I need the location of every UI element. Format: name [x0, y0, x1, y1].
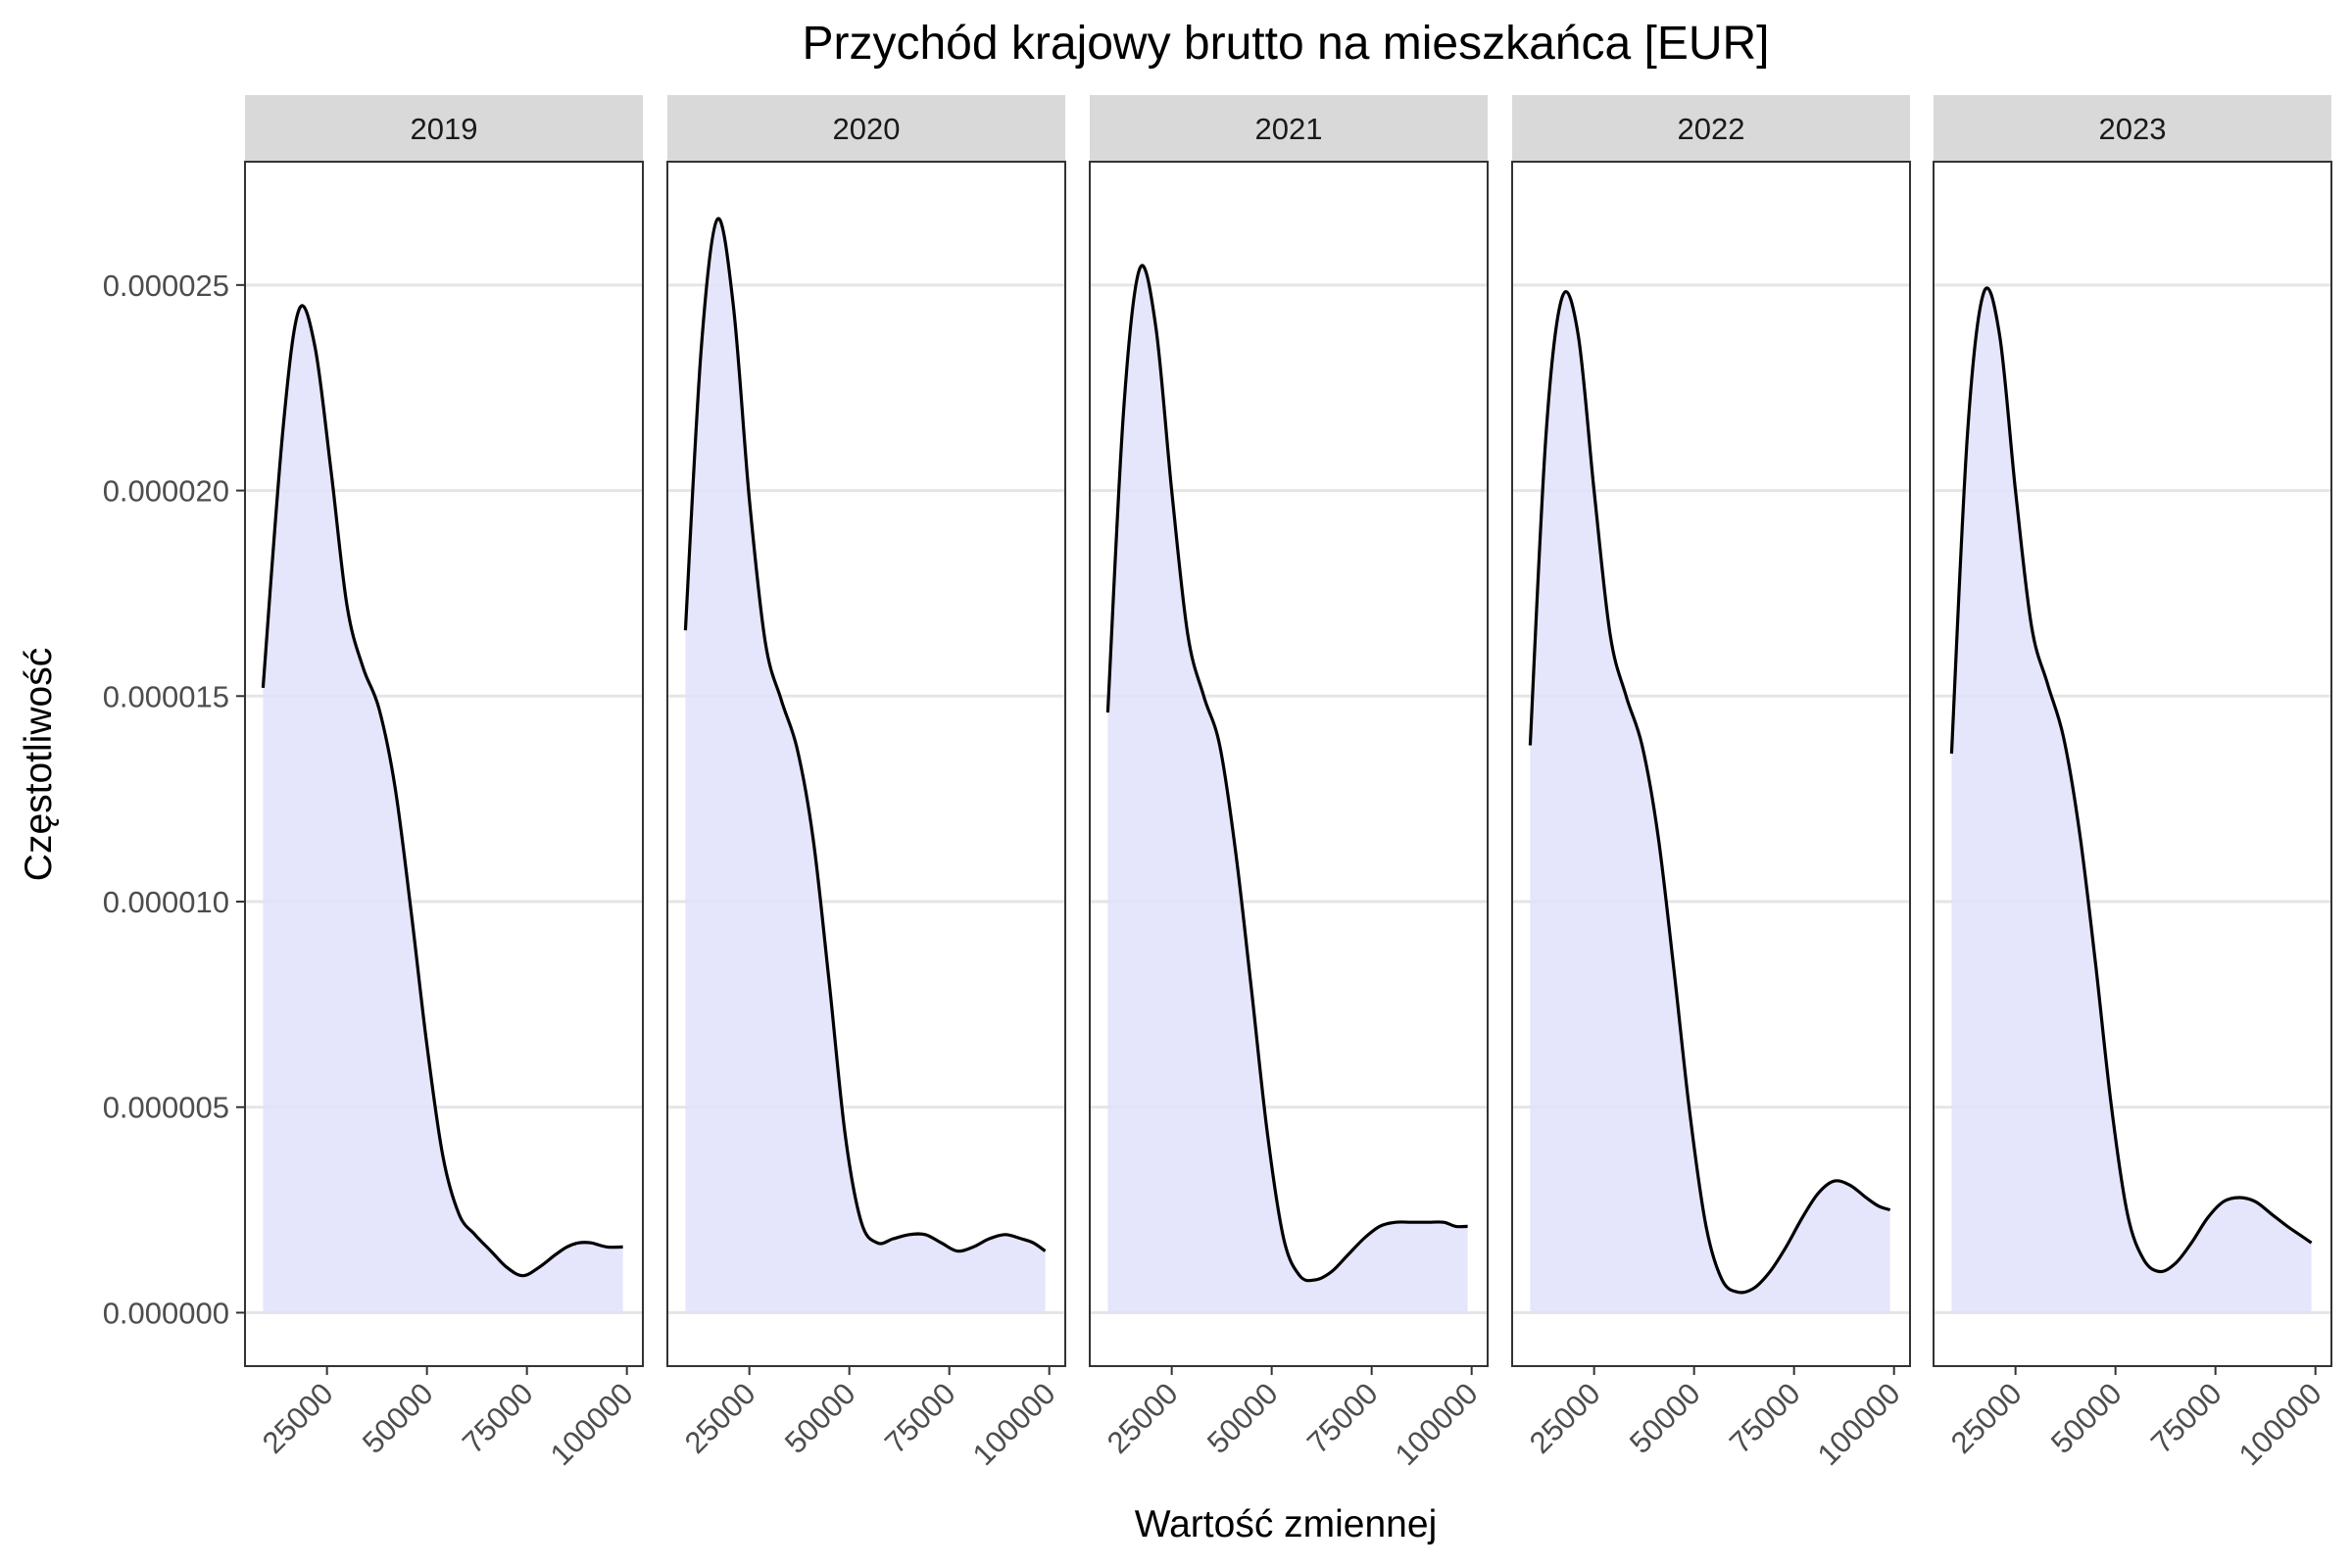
density-line [1105, 264, 1468, 1283]
density-line [683, 217, 1047, 1253]
density-area [1107, 265, 1468, 1313]
density-area [1951, 287, 2312, 1313]
density-line [1528, 290, 1891, 1295]
facet-strip-label: 2019 [411, 112, 478, 146]
y-tick-label: 0.000020 [103, 474, 229, 509]
facet-strip-label: 2022 [1678, 112, 1745, 146]
facet-strip-label: 2021 [1255, 112, 1323, 146]
facet-strip [245, 95, 643, 162]
density-area [263, 305, 623, 1313]
density-line [1949, 286, 2313, 1274]
y-axis: 0.000000 0.000005 0.000010 0.000015 0.000020… [103, 269, 245, 1330]
y-tick-label: 0.000010 [103, 885, 229, 919]
density-line [261, 304, 623, 1278]
y-tick-label: 0.000025 [103, 269, 229, 303]
y-tick-label: 0.000000 [103, 1296, 229, 1330]
x-axis-title: Wartość zmiennej [1135, 1503, 1437, 1545]
panel-border [244, 161, 644, 1367]
facet-strip-label: 2023 [2099, 112, 2167, 146]
chart-title: Przychód krajowy brutto na mieszkańca [E… [802, 18, 1769, 70]
facet-strip [1934, 95, 2331, 162]
facet-strip [1090, 95, 1488, 162]
panel-border [1511, 161, 1911, 1367]
panel-border [1933, 161, 2332, 1367]
facet-strip-label: 2020 [833, 112, 901, 146]
panel-border [666, 161, 1066, 1367]
y-tick-label: 0.000015 [103, 679, 229, 713]
density-area [1530, 291, 1890, 1313]
y-axis-title: Częstotliwość [18, 648, 60, 881]
facet-strip [1512, 95, 1910, 162]
facet-strip [667, 95, 1065, 162]
density-area [685, 219, 1046, 1313]
panel-border [1089, 161, 1489, 1367]
y-tick-label: 0.000005 [103, 1091, 229, 1125]
